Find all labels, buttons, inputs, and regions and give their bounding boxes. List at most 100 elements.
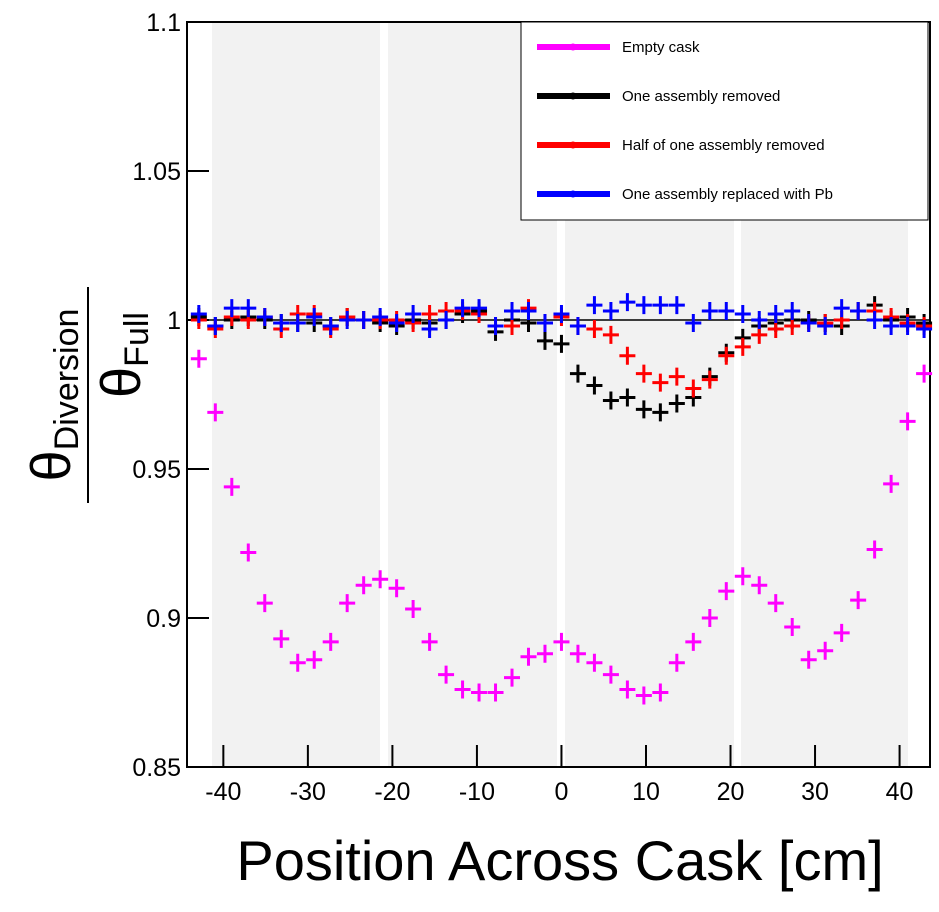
point (701, 302, 718, 321)
point (916, 364, 933, 383)
point (635, 400, 652, 419)
point (784, 617, 801, 636)
point (833, 299, 850, 318)
point (569, 644, 586, 663)
x-tick-label: 40 (886, 778, 914, 806)
point (355, 311, 372, 329)
point (602, 391, 619, 410)
point (405, 305, 422, 324)
y-axis-title: θDiversion θFull (19, 287, 156, 503)
point (701, 370, 718, 389)
point (306, 308, 323, 327)
point (899, 412, 916, 431)
point (586, 296, 603, 315)
point (438, 311, 455, 329)
point (256, 308, 273, 327)
x-tick-label: 10 (632, 778, 660, 806)
point (767, 305, 784, 324)
point (652, 373, 669, 392)
point (504, 302, 521, 321)
point (569, 316, 586, 335)
point (240, 299, 257, 318)
point (504, 668, 521, 687)
point (850, 591, 867, 610)
point (652, 403, 669, 422)
legend-label: Empty cask (622, 39, 700, 56)
point (685, 379, 702, 398)
point (817, 316, 834, 335)
point (883, 316, 900, 335)
point (619, 388, 636, 407)
point (520, 302, 537, 321)
point (438, 665, 455, 684)
point (883, 474, 900, 493)
x-tick-label: 0 (555, 778, 569, 806)
point (602, 302, 619, 321)
point (916, 319, 933, 338)
point (207, 316, 224, 335)
point (833, 623, 850, 642)
point (520, 647, 537, 666)
point (685, 632, 702, 651)
point (322, 632, 339, 651)
point (718, 346, 735, 365)
point (734, 337, 751, 356)
point (652, 683, 669, 702)
point (668, 296, 685, 315)
point (405, 600, 422, 619)
point (421, 319, 438, 338)
legend-label: One assembly replaced with Pb (622, 186, 833, 203)
point (421, 632, 438, 651)
point (800, 650, 817, 669)
point (553, 334, 570, 353)
symbol: θ (89, 367, 152, 398)
point (701, 609, 718, 627)
point (602, 325, 619, 344)
point (207, 403, 224, 422)
x-tick-label: 20 (717, 778, 745, 806)
legend-marker (569, 43, 577, 51)
point (635, 364, 652, 383)
point (635, 686, 652, 705)
y-tick-label: 1 (167, 307, 181, 335)
series (190, 349, 933, 705)
y-tick-label: 0.95 (132, 456, 181, 484)
point (487, 683, 504, 702)
subscript: Diversion (48, 309, 86, 451)
legend-marker (569, 141, 577, 149)
point (355, 576, 372, 595)
band (212, 22, 380, 767)
point (619, 346, 636, 365)
point (619, 293, 636, 312)
legend-marker (569, 92, 577, 100)
point (339, 311, 356, 329)
point (289, 653, 306, 672)
point (718, 302, 735, 321)
point (339, 594, 356, 613)
point (256, 594, 273, 613)
point (784, 302, 801, 321)
x-tick-label: -30 (290, 778, 326, 806)
point (586, 653, 603, 672)
point (487, 316, 504, 335)
point (536, 331, 553, 350)
point (569, 364, 586, 383)
point (635, 296, 652, 315)
point (553, 305, 570, 324)
point (668, 394, 685, 413)
legend-label: Half of one assembly removed (622, 137, 825, 154)
point (190, 349, 207, 368)
x-tick-label: 30 (801, 778, 829, 806)
point (734, 567, 751, 586)
point (322, 316, 339, 335)
point (190, 305, 207, 324)
point (372, 570, 389, 589)
y-tick-label: 0.9 (146, 605, 181, 633)
series (190, 293, 933, 338)
point (685, 313, 702, 332)
y-tick-label: 0.85 (132, 754, 181, 782)
y-tick-label: 1.05 (132, 158, 181, 186)
point (536, 313, 553, 332)
